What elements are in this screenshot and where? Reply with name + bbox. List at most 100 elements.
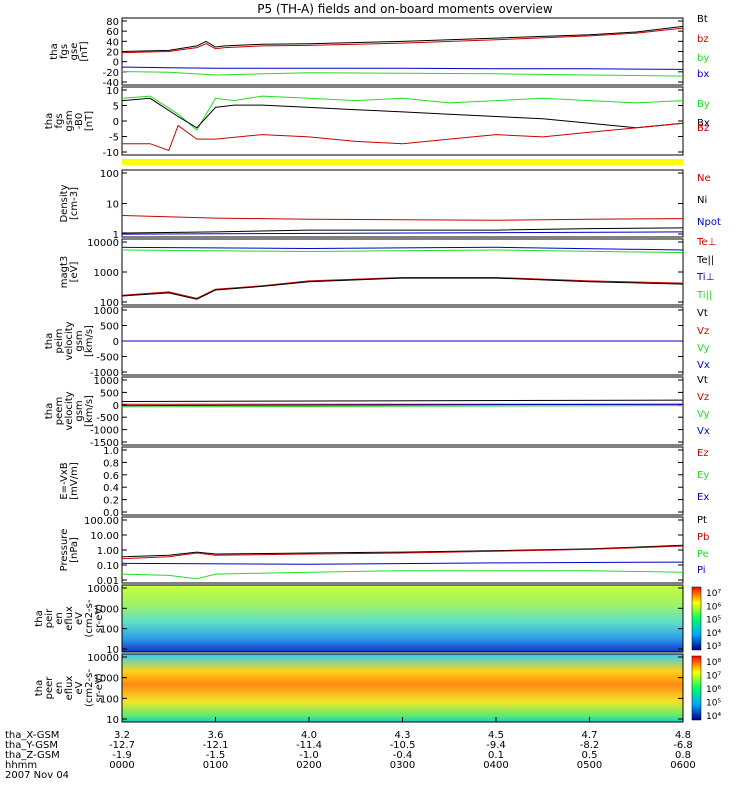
ytick-label: 0.8 [103, 458, 119, 469]
ylabel-line: tha [44, 333, 55, 349]
colorbar-tick-label: 10⁴ [706, 629, 721, 639]
panel-frame [121, 169, 684, 238]
xaxis-row-label: hhmm [5, 760, 37, 771]
ylabel-fgs_gse: thafgsgse[nT] [49, 41, 90, 61]
ylabel-line: [mV/m] [69, 462, 80, 500]
ylabel-line: [eV] [69, 262, 80, 283]
ylabel-line: tha [44, 113, 55, 129]
ylabel-efield: E=-VxB[mV/m] [59, 462, 80, 500]
series-line-Te|| [121, 277, 684, 300]
panel-peir: thapeirenefluxeV(cm2-s-sr-eV) 10⁷ 10⁶ 10⁵ 10… [34, 584, 721, 656]
xaxis-value: 0000 [109, 760, 134, 771]
ytick-label: 10000 [87, 584, 119, 595]
yellow-flag-bar [122, 159, 683, 165]
series-line-Ti|| [121, 249, 684, 254]
ylabel-peim_velocity: thapeimvelocitygsm[km/s] [44, 321, 95, 360]
series-line-Vx [121, 403, 684, 407]
ytick-label: 10 [106, 86, 119, 97]
colorbar-peer [691, 655, 702, 721]
legend-Pe: Pe [697, 549, 709, 560]
ylabel-peem_velocity: thapeemvelocitygsm[km/s] [44, 391, 95, 430]
ytick-label: 10 [106, 200, 119, 211]
ytick-label: -10 [103, 148, 119, 159]
xaxis-value: 0.5 [582, 750, 598, 761]
series-line-By [121, 95, 684, 131]
colorbar-tick-label: 10⁵ [706, 699, 721, 709]
ytick-label: -40 [103, 78, 119, 89]
ytick-label: 0 [113, 117, 119, 128]
ytick-label: 40 [106, 37, 119, 48]
ytick-label: 1000 [94, 376, 119, 387]
legend-Ey: Ey [697, 470, 709, 481]
legend-Vt: Vt [697, 375, 708, 386]
series-line-Npot [121, 231, 684, 235]
ylabel-line: en [54, 612, 65, 625]
legend-Pt: Pt [697, 515, 707, 526]
chart-title: P5 (TH-A) fields and on-board moments ov… [257, 2, 553, 16]
xaxis-value: -9.4 [486, 740, 506, 751]
xaxis-value: 4.5 [488, 730, 504, 741]
ytick-label: 1000 [94, 268, 119, 279]
colorbar-tick-label: 10³ [706, 642, 721, 652]
legend-Vy: Vy [697, 409, 710, 420]
heatmap-peir [122, 585, 683, 652]
series-line-Vy [121, 405, 684, 408]
xaxis-value: -12.7 [109, 740, 135, 751]
xaxis-value: -10.5 [390, 740, 416, 751]
ylabel-line: fgs [59, 44, 70, 59]
ytick-label: 500 [100, 322, 119, 333]
xaxis-value: 4.7 [582, 730, 598, 741]
panel-frame [121, 446, 684, 516]
series-line-Pt [121, 544, 684, 558]
ylabel-line: Density [59, 184, 70, 222]
ylabel-line: tha [34, 610, 45, 626]
colorbar-tick-label: 10⁷ [706, 672, 721, 682]
ytick-label: 0.2 [103, 496, 119, 507]
panel-frame [121, 516, 684, 584]
panels-group: thafgsgse[nT]806040200-20-40Btbzbybxthaf… [34, 14, 721, 726]
xaxis-value: 4.8 [675, 730, 691, 741]
legend-Vz: Vz [697, 392, 709, 403]
ytick-label: 0 [113, 58, 119, 69]
series-line-Pb [121, 545, 684, 560]
xaxis-row-label: tha_Y-GSM [5, 740, 58, 751]
ytick-label: 100.00 [84, 516, 119, 527]
legend-Ne: Ne [697, 173, 711, 184]
legend-Ni: Ni [697, 195, 707, 206]
ytick-label: 60 [106, 27, 119, 38]
ylabel-line: [km/s] [84, 325, 95, 357]
ytick-label: 1.00 [97, 546, 119, 557]
series-line-Bx [121, 97, 684, 129]
xaxis-value: 4.3 [395, 730, 411, 741]
ytick-label: 20 [106, 48, 119, 59]
xaxis-row-label: 2007 Nov 04 [5, 770, 69, 781]
ytick-label: 10 [106, 645, 119, 656]
xaxis-value: 0300 [390, 760, 415, 771]
ytick-label: 100 [100, 625, 119, 636]
ylabel-temperature: magt3[eV] [59, 256, 80, 289]
series-line-bz [121, 27, 684, 54]
panel-frame [121, 376, 684, 446]
ylabel-line: [cm-3] [69, 187, 80, 220]
xaxis-value: 3.2 [114, 730, 130, 741]
series-line-Bz [122, 122, 684, 152]
ytick-label: 0.01 [97, 576, 119, 587]
colorbar-tick-label: 10⁶ [706, 602, 721, 612]
ylabel-line: [nPa] [69, 537, 80, 563]
ytick-label: 1000 [94, 306, 119, 317]
legend-bx: bx [697, 69, 709, 80]
ylabel-pressure: Pressure[nPa] [59, 529, 80, 572]
ytick-label: -5 [109, 133, 119, 144]
series-line-Ne [121, 215, 684, 221]
xaxis-value: -6.8 [673, 740, 693, 751]
ytick-label: 10.00 [90, 531, 119, 542]
ytick-label: 100 [100, 298, 119, 309]
series-line-Pe [121, 570, 684, 580]
xaxis-row-label: tha_Z-GSM [5, 750, 60, 761]
legend-By: By [697, 99, 710, 110]
ytick-label: 0.6 [103, 471, 119, 482]
series-line-Vt [121, 399, 684, 402]
ytick-label: 100 [100, 169, 119, 180]
